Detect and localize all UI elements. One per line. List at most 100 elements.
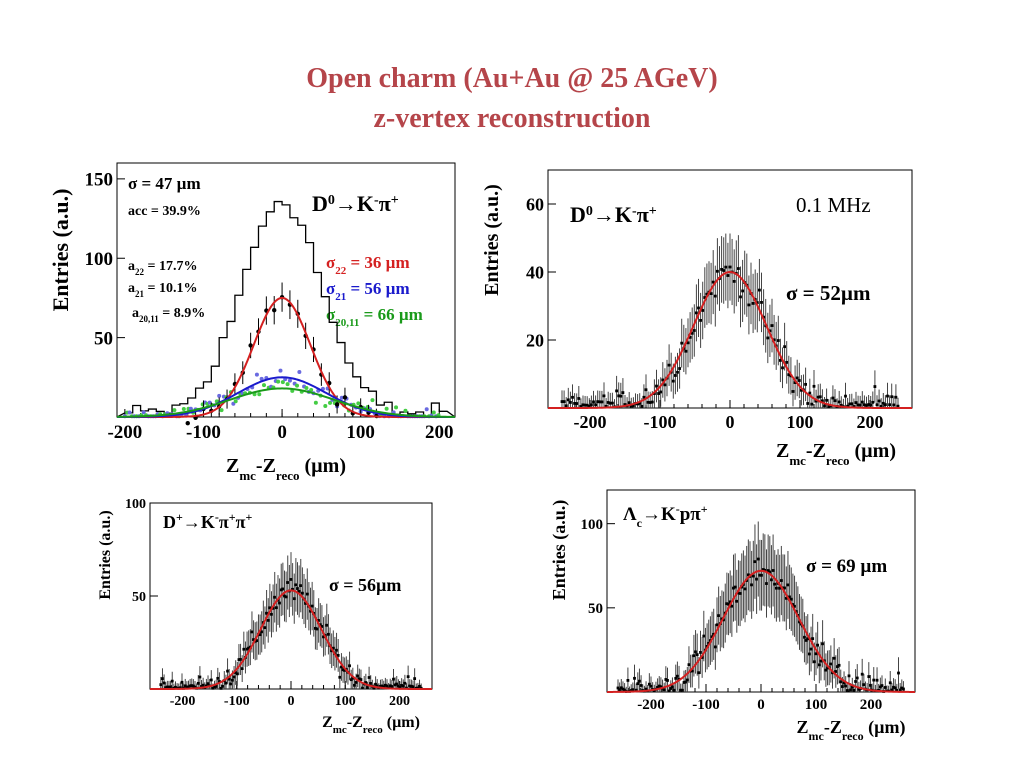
- data-point: [640, 404, 644, 408]
- data-point: [283, 594, 286, 598]
- data-point: [354, 681, 358, 684]
- green-point: [370, 398, 375, 403]
- data-point: [602, 394, 606, 398]
- data-point: [766, 336, 770, 340]
- p2-channel-label: D0→K-π+: [570, 202, 657, 227]
- data-point: [881, 401, 885, 405]
- data-point: [781, 366, 784, 370]
- data-point: [266, 618, 270, 622]
- blue-point: [259, 376, 264, 381]
- data-point: [869, 403, 873, 407]
- y-tick-label: 60: [526, 194, 544, 214]
- data-point: [413, 677, 417, 681]
- data-point: [216, 676, 220, 680]
- data-point: [694, 650, 697, 654]
- x-tick-label: 100: [346, 422, 375, 443]
- data-point: [258, 633, 262, 637]
- data-point: [671, 379, 675, 383]
- x-tick-label: 200: [857, 412, 884, 432]
- data-point: [684, 680, 688, 684]
- data-point: [880, 684, 884, 687]
- data-point: [720, 268, 723, 271]
- data-point: [669, 687, 673, 690]
- data-point: [646, 400, 650, 404]
- data-point: [834, 670, 838, 673]
- data-point: [808, 391, 812, 395]
- data-point: [385, 684, 389, 688]
- p2-rate-label: 0.1 MHz: [796, 193, 871, 217]
- data-point: [667, 363, 671, 367]
- data-point: [587, 404, 591, 408]
- data-point: [852, 688, 856, 692]
- data-point: [299, 584, 303, 588]
- data-point: [382, 685, 386, 689]
- data-point: [659, 390, 663, 394]
- y-tick-label: 50: [132, 590, 146, 605]
- data-point: [816, 395, 820, 399]
- data-point: [351, 676, 355, 680]
- page-title-line2: z-vertex reconstruction: [373, 103, 651, 134]
- p1-a21-annotation: a21 = 10.1%: [128, 281, 197, 299]
- data-point: [231, 678, 234, 682]
- p1-sigma21-label: σ21 = 56 µm: [326, 279, 410, 303]
- p3-channel-label: D+→K-π+π+: [163, 510, 252, 532]
- data-point: [674, 676, 678, 680]
- data-point: [196, 681, 200, 685]
- p1-sigma2011-label: σ20,11 = 66 µm: [326, 305, 423, 329]
- data-point: [617, 394, 621, 398]
- data-point: [817, 663, 821, 667]
- data-point: [728, 600, 732, 604]
- green-point: [384, 406, 389, 411]
- green-point: [431, 410, 436, 415]
- data-point: [803, 635, 806, 639]
- green-point: [257, 392, 262, 397]
- data-point: [235, 672, 239, 676]
- p3-sigma-label: σ = 56µm: [329, 575, 401, 595]
- data-point: [270, 612, 273, 616]
- data-point: [191, 684, 195, 688]
- data-point: [623, 403, 627, 406]
- data-point: [793, 604, 796, 608]
- data-point: [857, 687, 861, 691]
- data-point: [336, 654, 340, 657]
- data-point: [649, 684, 653, 688]
- data-point: [788, 595, 791, 599]
- data-point: [248, 343, 253, 348]
- panel-d0-components: Entries (a.u.) Zmc-Zreco (µm) σ = 47 µm …: [48, 162, 456, 483]
- data-point: [824, 668, 828, 672]
- data-point: [860, 400, 864, 404]
- data-point: [294, 583, 298, 587]
- data-point: [832, 656, 836, 660]
- data-point: [709, 292, 713, 296]
- data-point: [656, 686, 659, 689]
- blue-point: [278, 368, 283, 373]
- data-point: [594, 403, 597, 407]
- fit-curve: [116, 387, 456, 418]
- data-point: [618, 688, 622, 692]
- data-point: [900, 686, 904, 690]
- data-point: [268, 606, 272, 610]
- data-point: [751, 302, 755, 305]
- data-point: [902, 687, 905, 691]
- data-point: [755, 577, 758, 581]
- data-point: [848, 402, 852, 406]
- data-point: [396, 684, 400, 688]
- data-point: [795, 376, 799, 380]
- data-point: [359, 678, 363, 681]
- data-point: [356, 674, 360, 678]
- data-point: [664, 678, 668, 681]
- p1-ylabel: Entries (a.u.): [48, 189, 73, 312]
- data-point: [862, 683, 866, 687]
- x-tick-label: -200: [170, 694, 196, 709]
- data-point: [327, 632, 330, 636]
- data-point: [631, 688, 635, 692]
- data-point: [738, 592, 742, 595]
- blue-point: [141, 410, 146, 415]
- data-point: [687, 663, 691, 667]
- data-point: [272, 308, 277, 313]
- data-point: [768, 329, 772, 333]
- data-point: [814, 652, 818, 656]
- fit-curve: [606, 569, 916, 693]
- data-point: [730, 604, 734, 608]
- data-point: [629, 404, 633, 408]
